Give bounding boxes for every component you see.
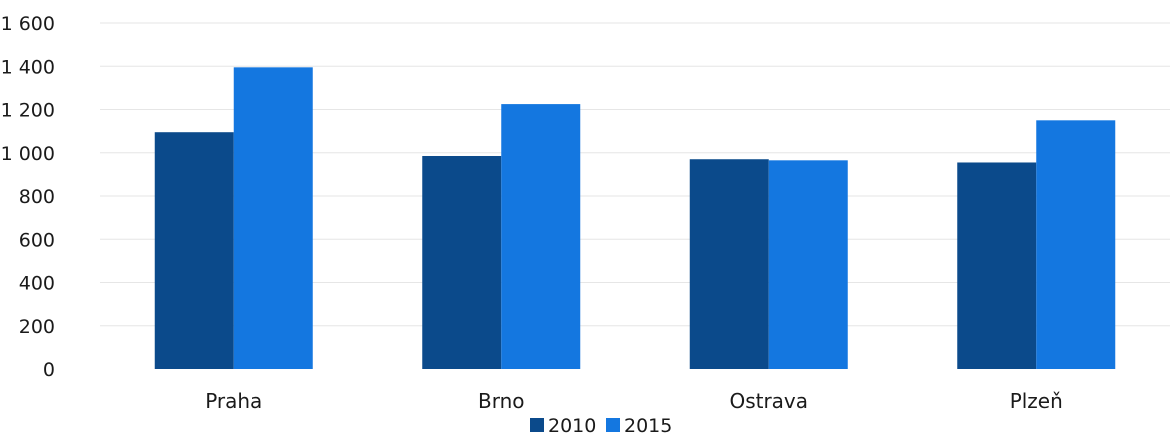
legend-label-2010: 2010 [548,415,596,437]
bar-2015-0 [233,67,313,370]
x-axis-categories: Praha Brno Ostrava Plzeň [205,389,1063,413]
x-category-label: Brno [478,389,525,413]
x-category-label: Ostrava [729,389,808,413]
x-category-label: Plzeň [1010,389,1063,413]
bars [154,67,1116,370]
y-tick-label: 1 600 [1,13,55,35]
legend-swatch-2010 [530,418,544,432]
bar-2010-0 [154,132,234,369]
legend-label-2015: 2015 [624,415,672,437]
y-tick-label: 600 [19,229,55,251]
y-tick-label: 1 200 [1,100,55,122]
y-axis-ticks: 0 200 400 600 800 1 000 1 200 1 400 1 600 [1,13,55,381]
x-category-label: Praha [205,389,262,413]
bar-2015-2 [768,160,848,369]
y-tick-label: 800 [19,186,55,208]
bar-2010-2 [689,159,769,369]
bar-2010-1 [422,155,502,369]
y-tick-label: 1 000 [1,143,55,165]
bar-2010-3 [957,162,1037,369]
legend-swatch-2015 [606,418,620,432]
y-tick-label: 1 400 [1,56,55,78]
y-tick-label: 0 [43,359,55,381]
legend: 2010 2015 [530,415,672,437]
bar-2015-1 [501,104,581,369]
y-tick-label: 200 [19,316,55,338]
y-tick-label: 400 [19,273,55,295]
bar-2015-3 [1036,120,1116,369]
